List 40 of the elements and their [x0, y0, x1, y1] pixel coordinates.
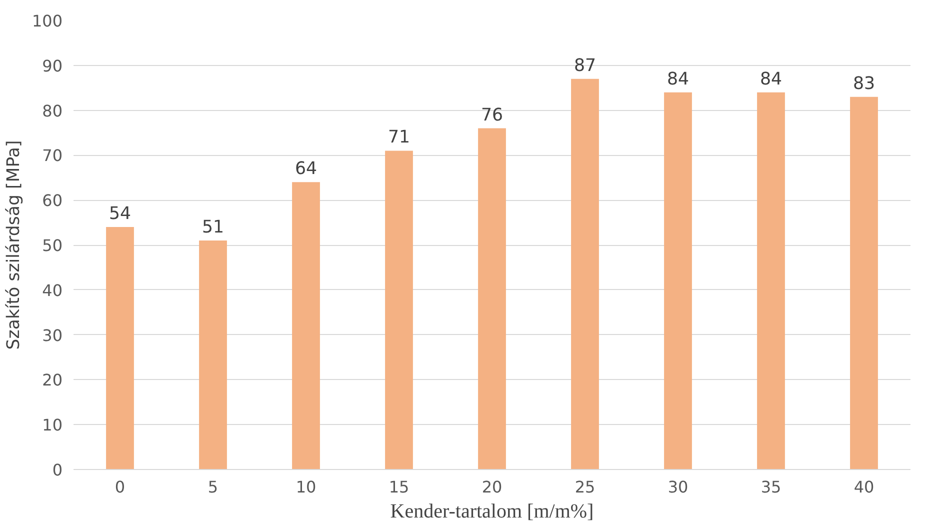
x-tick-label: 40: [854, 478, 874, 496]
y-tick-label: 0: [52, 460, 63, 480]
y-tick-label: 80: [42, 101, 62, 120]
data-label: 84: [760, 69, 782, 90]
x-tick-label: 0: [114, 478, 126, 496]
bar: [478, 128, 506, 470]
bar: [106, 227, 134, 470]
y-tick-label: 10: [42, 416, 62, 435]
y-tick-label: 100: [32, 12, 63, 30]
y-tick-label: 30: [42, 326, 62, 345]
x-tick-label: 20: [482, 478, 502, 496]
x-tick-label: 5: [208, 478, 218, 496]
bar: [850, 96, 878, 470]
x-tick-label: 25: [574, 478, 596, 496]
data-label: 83: [852, 74, 876, 94]
data-label: 71: [388, 128, 410, 148]
y-tick-label: 20: [42, 370, 62, 390]
data-label: 76: [480, 105, 504, 126]
x-axis-title: Kender-tartalom [m/m%]: [390, 500, 594, 522]
x-tick-label: 10: [296, 478, 316, 496]
y-axis-title: Szakító szilárdság [MPa]: [4, 140, 24, 350]
y-tick-label: 70: [42, 146, 62, 166]
data-label: 51: [202, 218, 224, 238]
bar: [757, 92, 785, 470]
bar: [664, 92, 692, 470]
y-tick-label: 40: [42, 280, 62, 300]
data-label: 84: [666, 69, 690, 90]
x-tick-label: 30: [668, 478, 688, 496]
data-label: 87: [574, 56, 596, 76]
bar: [385, 150, 413, 470]
y-tick-label: 50: [42, 236, 62, 255]
y-tick-label: 60: [42, 191, 62, 210]
data-label: 64: [294, 159, 318, 180]
x-tick-label: 15: [388, 478, 410, 496]
bar: [199, 240, 227, 470]
bar: [571, 78, 599, 470]
data-label: 54: [108, 204, 132, 224]
bar: [292, 182, 320, 470]
y-tick-label: 90: [42, 56, 62, 76]
x-tick-label: 35: [760, 478, 782, 496]
